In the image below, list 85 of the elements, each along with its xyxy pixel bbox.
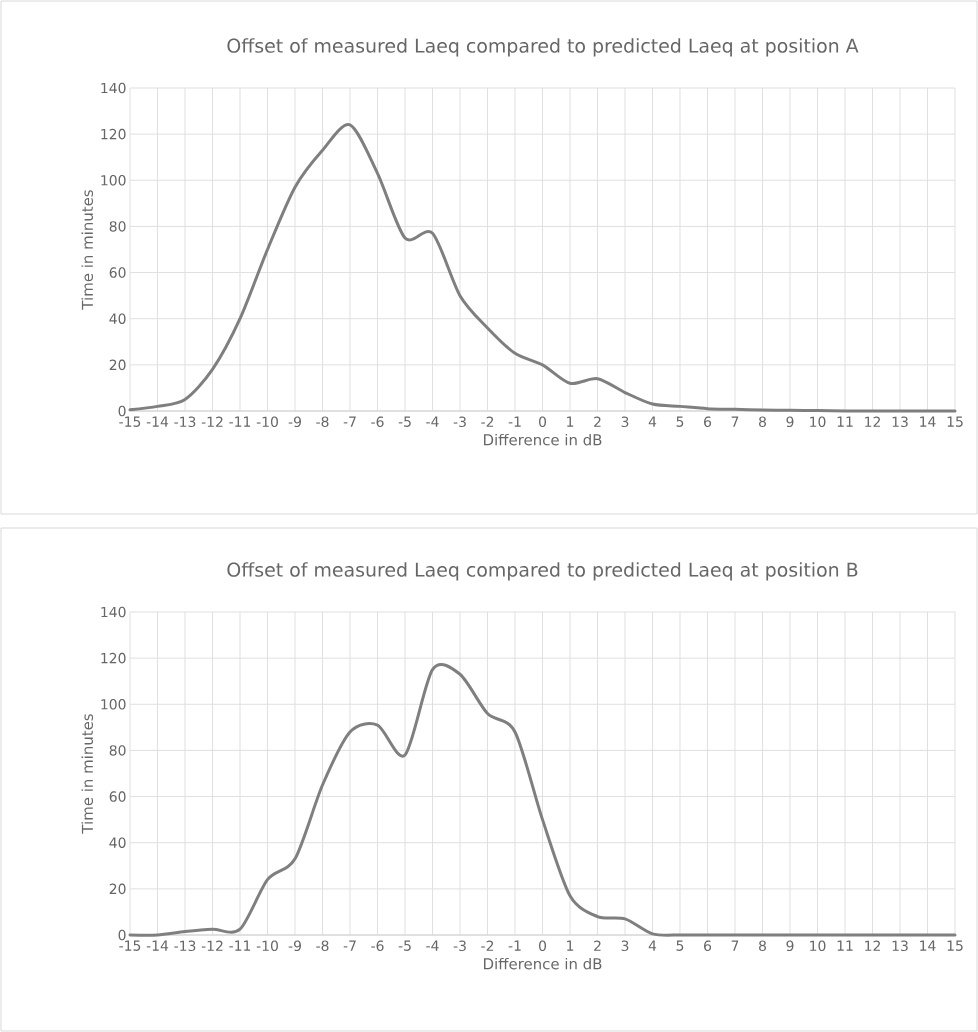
y-tick-label: 120 xyxy=(101,128,126,140)
x-tick-label: -4 xyxy=(426,416,439,427)
x-tick-label: 11 xyxy=(837,940,853,951)
x-tick-label: 12 xyxy=(865,416,880,427)
x-tick-label: -7 xyxy=(343,416,356,427)
x-tick-label: 2 xyxy=(594,416,601,427)
x-tick-label: 5 xyxy=(676,940,684,951)
y-tick-label: 20 xyxy=(109,359,126,371)
x-tick-label: 6 xyxy=(704,940,712,952)
x-tick-label: -1 xyxy=(508,940,521,951)
y-tick-label: 60 xyxy=(109,267,126,278)
x-tick-label: 10 xyxy=(810,416,826,428)
x-tick-label: -11 xyxy=(229,940,251,951)
x-tick-label: 0 xyxy=(538,940,547,952)
x-tick-label: -14 xyxy=(146,940,169,951)
y-tick-label: 120 xyxy=(101,652,126,664)
x-tick-label: -13 xyxy=(174,416,196,428)
chart-title: Offset of measured Laeq compared to predicted Laeq at position B xyxy=(227,562,858,581)
y-tick-label: 20 xyxy=(109,883,126,895)
x-tick-label: 7 xyxy=(731,940,739,951)
x-tick-label: 2 xyxy=(594,940,601,951)
line-series xyxy=(128,123,957,413)
x-tick-label: -14 xyxy=(146,416,169,427)
x-tick-label: -15 xyxy=(119,416,141,427)
x-tick-label: -2 xyxy=(481,940,494,951)
x-tick-label: 7 xyxy=(731,416,739,427)
x-tick-label: -8 xyxy=(316,416,329,428)
x-tick-label: 14 xyxy=(920,416,936,427)
x-tick-label: -12 xyxy=(201,416,223,427)
x-tick-label: -6 xyxy=(371,416,384,428)
x-tick-label: 13 xyxy=(892,416,908,428)
y-tick-label: 100 xyxy=(101,174,126,186)
y-tick-label: 100 xyxy=(101,699,126,710)
x-tick-label: -3 xyxy=(453,940,466,952)
y-axis-title: Time in minutes xyxy=(81,714,94,834)
x-tick-label: 8 xyxy=(759,940,766,952)
x-tick-label: -10 xyxy=(256,940,278,952)
x-tick-label: 14 xyxy=(920,940,936,951)
x-tick-label: 12 xyxy=(865,940,880,951)
x-tick-label: -13 xyxy=(174,940,196,952)
x-tick-label: -2 xyxy=(481,416,494,427)
x-tick-label: 0 xyxy=(538,416,547,428)
x-tick-label: -1 xyxy=(508,416,521,427)
x-tick-label: 13 xyxy=(892,940,908,952)
x-tick-label: -7 xyxy=(343,940,356,951)
y-tick-label: 40 xyxy=(109,313,126,324)
y-tick-label: 40 xyxy=(109,837,126,848)
x-tick-label: 4 xyxy=(648,940,657,951)
y-tick-label: 80 xyxy=(109,221,126,232)
x-tick-label: 3 xyxy=(621,416,629,428)
x-tick-label: 9 xyxy=(786,940,794,952)
x-tick-label: -5 xyxy=(398,940,411,951)
y-tick-label: 60 xyxy=(109,791,126,802)
x-tick-label: 1 xyxy=(567,940,574,951)
x-tick-label: -8 xyxy=(316,940,329,952)
x-tick-label: 10 xyxy=(810,940,826,952)
x-tick-label: -4 xyxy=(426,940,439,951)
x-tick-label: 5 xyxy=(676,416,684,427)
x-tick-label: -12 xyxy=(201,940,223,951)
x-tick-label: 3 xyxy=(621,940,629,952)
y-tick-label: 0 xyxy=(118,929,126,941)
x-tick-label: -10 xyxy=(256,416,278,428)
x-tick-label: 15 xyxy=(947,416,963,427)
x-axis-title: Difference in dB xyxy=(484,957,602,970)
chart-title: Offset of measured Laeq compared to predicted Laeq at position A xyxy=(227,38,859,57)
x-tick-label: -9 xyxy=(288,416,301,428)
x-tick-label: -11 xyxy=(229,416,251,427)
y-tick-label: 140 xyxy=(101,606,126,618)
x-tick-label: -15 xyxy=(119,940,141,951)
x-tick-label: 9 xyxy=(786,416,794,428)
x-tick-label: 6 xyxy=(704,416,712,428)
x-tick-label: -9 xyxy=(288,940,301,952)
y-axis-title: Time in minutes xyxy=(81,190,94,310)
y-tick-label: 140 xyxy=(101,82,126,94)
x-tick-label: -6 xyxy=(371,940,384,952)
x-tick-label: 4 xyxy=(648,416,657,427)
x-tick-label: 8 xyxy=(759,416,766,428)
y-tick-label: 0 xyxy=(118,405,126,417)
x-tick-label: -5 xyxy=(398,416,411,427)
x-tick-label: -3 xyxy=(453,416,466,428)
y-tick-label: 80 xyxy=(109,745,126,756)
x-tick-label: 11 xyxy=(837,416,853,427)
x-tick-label: 1 xyxy=(567,416,574,427)
x-axis-title: Difference in dB xyxy=(484,433,602,446)
x-tick-label: 15 xyxy=(947,940,963,951)
